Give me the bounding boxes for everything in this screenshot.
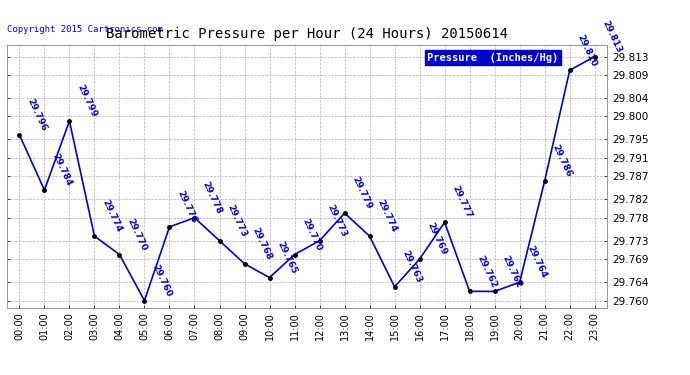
Text: 29.777: 29.777 xyxy=(450,184,473,220)
Text: 29.762: 29.762 xyxy=(500,254,523,289)
Text: 29.799: 29.799 xyxy=(75,83,98,119)
Text: 29.768: 29.768 xyxy=(250,226,273,262)
Text: 29.774: 29.774 xyxy=(375,198,398,234)
Text: 29.813: 29.813 xyxy=(600,19,623,54)
Text: 29.786: 29.786 xyxy=(550,143,573,179)
Text: 29.776: 29.776 xyxy=(175,189,198,225)
Text: Pressure  (Inches/Hg): Pressure (Inches/Hg) xyxy=(427,53,558,63)
Text: 29.773: 29.773 xyxy=(325,203,348,238)
Text: 29.765: 29.765 xyxy=(275,240,298,275)
Text: 29.773: 29.773 xyxy=(225,203,248,238)
Text: 29.784: 29.784 xyxy=(50,152,73,188)
Text: 29.796: 29.796 xyxy=(25,97,48,133)
Text: Copyright 2015 Cartronics.com: Copyright 2015 Cartronics.com xyxy=(7,26,163,34)
Text: 29.810: 29.810 xyxy=(575,33,598,68)
Text: 29.779: 29.779 xyxy=(350,175,373,211)
Text: 29.770: 29.770 xyxy=(300,217,323,252)
Text: 29.774: 29.774 xyxy=(100,198,123,234)
Text: 29.778: 29.778 xyxy=(200,180,223,216)
Text: 29.762: 29.762 xyxy=(475,254,498,289)
Text: 29.760: 29.760 xyxy=(150,263,173,298)
Title: Barometric Pressure per Hour (24 Hours) 20150614: Barometric Pressure per Hour (24 Hours) … xyxy=(106,27,508,41)
Text: 29.769: 29.769 xyxy=(425,222,448,257)
Text: 29.770: 29.770 xyxy=(125,217,148,252)
Text: 29.763: 29.763 xyxy=(400,249,423,285)
Text: 29.764: 29.764 xyxy=(525,244,548,280)
